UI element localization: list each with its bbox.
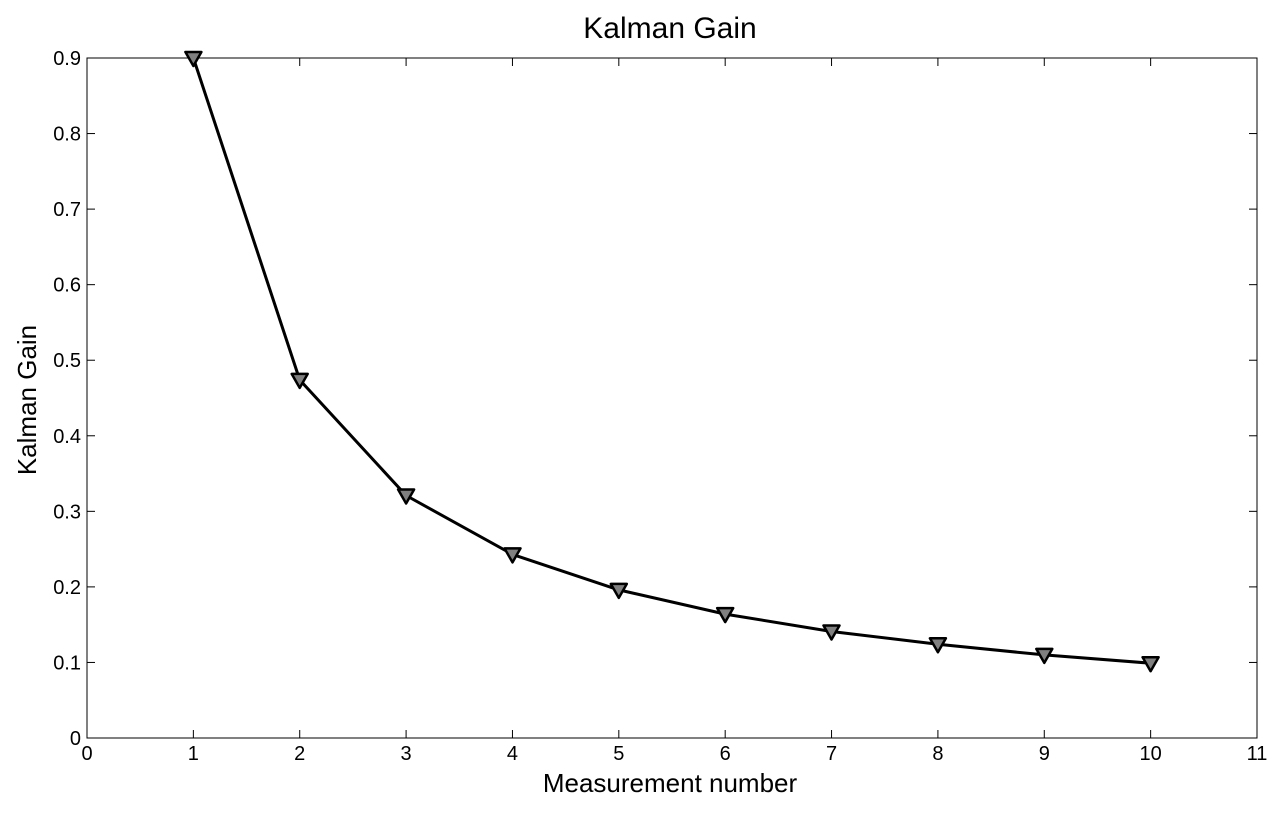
data-point-marker: [928, 637, 948, 654]
y-tick-label: 0.2: [53, 577, 81, 599]
data-point-marker: [822, 624, 841, 641]
chart-title: Kalman Gain: [583, 12, 756, 45]
y-tick-label: 0.6: [53, 275, 81, 297]
data-point-marker: [609, 582, 629, 600]
plot-area: [86, 57, 1258, 739]
x-tick-label: 5: [613, 743, 624, 765]
y-tick-label: 0.4: [53, 426, 81, 448]
x-tick-label: 3: [401, 743, 412, 765]
data-point-marker: [290, 372, 309, 390]
y-tick-label: 0: [70, 728, 81, 750]
data-point-marker: [396, 488, 416, 505]
x-tick-label: 9: [1039, 743, 1050, 765]
data-point-marker: [1035, 647, 1054, 665]
x-tick-label: 2: [294, 743, 305, 765]
data-point-marker: [503, 547, 522, 564]
x-tick-label: 7: [826, 743, 837, 765]
x-tick-label: 4: [507, 743, 518, 765]
series-line: [191, 57, 1151, 665]
data-point-marker: [184, 50, 203, 68]
y-tick-label: 0.9: [53, 48, 81, 70]
y-tick-label: 0.5: [53, 350, 81, 372]
y-tick-label: 0.8: [53, 124, 81, 146]
y-tick-label: 0.3: [53, 501, 81, 523]
x-tick-label: 10: [1140, 743, 1162, 765]
data-point-marker: [1141, 655, 1160, 673]
x-tick-label: 8: [932, 743, 943, 765]
y-axis-label: Kalman Gain: [12, 325, 42, 475]
x-axis-label: Measurement number: [543, 768, 798, 798]
x-tick-label: 1: [188, 743, 199, 765]
x-tick-label: 11: [1247, 743, 1268, 765]
y-tick-label: 0.7: [53, 199, 81, 221]
x-tick-label: 6: [720, 743, 731, 765]
y-tick-label: 0.1: [53, 652, 81, 674]
series-layer: [184, 50, 1160, 673]
axis-ticks: [86, 57, 1258, 739]
data-point-marker: [715, 606, 735, 624]
tick-labels: 0 1 2 3 4 5 6 7 8 9 10 11 0 0.1 0.2 0.3 0.4 0.5 0.6 0.7 0.8 0…: [53, 48, 1267, 765]
x-tick-label: 0: [81, 743, 92, 765]
